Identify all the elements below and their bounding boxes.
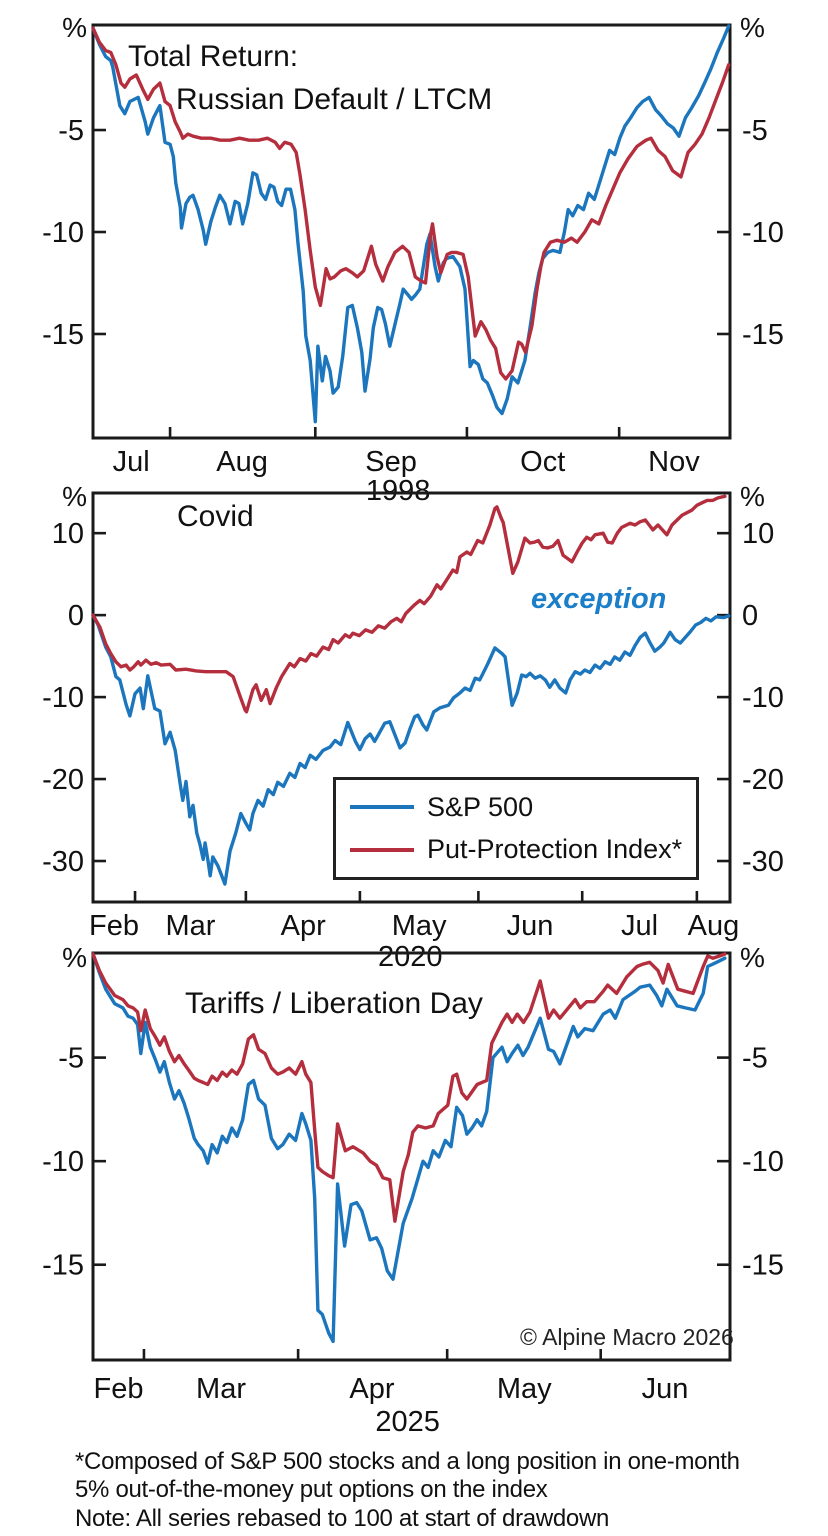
put-protection-line-panel-1 (91, 26, 731, 381)
y-tick-label-left: -15 (42, 319, 84, 351)
panel-3-unit-left: % (62, 942, 87, 973)
year-label-2020: 2020 (378, 941, 443, 973)
footnote-line-2: 5% out-of-the-money put options on the i… (75, 1476, 548, 1504)
x-label-mar: Mar (196, 1373, 246, 1405)
x-label-nov: Nov (648, 446, 700, 478)
y-tick-label-left: -10 (42, 1146, 84, 1178)
put-protection-line-panel-3 (91, 952, 727, 1223)
y-tick-label-left: -10 (42, 682, 84, 714)
footnote-line-3: Note: All series rebased to 100 at start… (75, 1504, 610, 1532)
y-tick-label-left: -20 (42, 764, 84, 796)
y-tick-label-right: -20 (742, 764, 784, 796)
y-tick-label-right: -5 (742, 1043, 768, 1075)
sp500-line-panel-1 (91, 24, 731, 424)
y-tick-label-right: 0 (742, 600, 758, 632)
panel-3: % % -5 -5 -10 -10 -15 -15 Feb Mar Apr May Jun 2025 (42, 942, 784, 1438)
y-tick-label-right: -30 (742, 846, 784, 878)
panel-2-unit-right: % (740, 481, 765, 512)
x-label-apr: Apr (281, 910, 326, 942)
legend-row-ppi: Put-Protection Index* (336, 834, 696, 865)
x-label-may: May (497, 1373, 552, 1405)
x-label-sep: Sep (365, 446, 417, 478)
panel-3-unit-right: % (740, 942, 765, 973)
x-label-jun: Jun (507, 910, 554, 942)
y-tick-label-right: -15 (742, 1250, 784, 1282)
panel-1-unit-right: % (740, 12, 765, 43)
year-label-1998: 1998 (366, 475, 431, 507)
y-tick-label-left: -15 (42, 1250, 84, 1282)
copyright-note: © Alpine Macro 2026 (520, 1324, 734, 1350)
y-tick-label-right: -10 (742, 217, 784, 249)
x-label-jun: Jun (642, 1373, 689, 1405)
y-tick-label-left: -30 (42, 846, 84, 878)
x-label-oct: Oct (520, 446, 565, 478)
panel-1-unit-left: % (62, 12, 87, 43)
sp500-line-panel-3 (91, 952, 727, 1344)
ppi-line-swatch (350, 847, 414, 852)
panel-3-title: Tariffs / Liberation Day (185, 987, 483, 1020)
x-label-jul: Jul (113, 446, 150, 478)
y-tick-label-right: 10 (742, 518, 774, 550)
y-tick-label-right: -10 (742, 1146, 784, 1178)
panel-1-title-line-1: Total Return: (128, 40, 299, 73)
footnote-line-1: *Composed of S&P 500 stocks and a long p… (75, 1448, 740, 1475)
y-tick-label-left: 0 (68, 600, 84, 632)
exception-annotation: exception (531, 583, 667, 615)
x-label-may: May (392, 910, 447, 942)
y-tick-label-left: -10 (42, 217, 84, 249)
y-tick-label-right: -10 (742, 682, 784, 714)
y-tick-label-left: 10 (52, 518, 84, 550)
legend-row-sp500: S&P 500 (336, 792, 696, 823)
legend: S&P 500 Put-Protection Index* (333, 777, 699, 880)
put-protection-line-panel-2 (91, 494, 727, 714)
x-label-apr: Apr (349, 1373, 394, 1405)
x-label-aug: Aug (216, 446, 268, 478)
y-tick-label-left: -5 (58, 1043, 84, 1075)
year-label-2025: 2025 (375, 1406, 440, 1438)
legend-label-sp500: S&P 500 (427, 791, 534, 822)
y-tick-label-right: -5 (742, 115, 768, 147)
panel-3-frame (91, 951, 732, 1362)
sp500-line-panel-2 (91, 613, 731, 886)
x-label-feb: Feb (89, 910, 139, 942)
x-label-jul: Jul (621, 910, 658, 942)
footnotes: *Composed of S&P 500 stocks and a long p… (75, 1448, 795, 1533)
x-label-aug: Aug (688, 910, 740, 942)
y-tick-label-left: -5 (58, 115, 84, 147)
y-tick-label-right: -15 (742, 319, 784, 351)
x-label-mar: Mar (165, 910, 215, 942)
panel-1: % % -5 -5 -10 -10 -15 -15 Jul Aug Sep Oct Nov 1998 (42, 12, 784, 507)
sp500-line-swatch (350, 805, 414, 810)
panel-2-title: Covid (177, 500, 254, 533)
panel-2-unit-left: % (62, 481, 87, 512)
x-label-feb: Feb (93, 1373, 143, 1405)
panel-1-title-line-2: Russian Default / LTCM (176, 83, 493, 116)
legend-label-ppi: Put-Protection Index* (427, 834, 683, 865)
